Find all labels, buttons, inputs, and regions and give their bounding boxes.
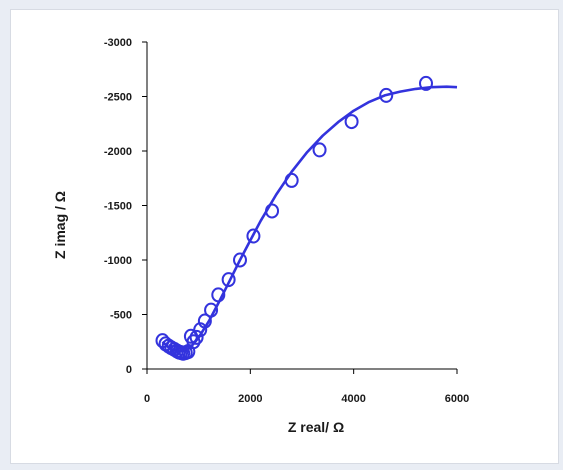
x-tick-label: 6000 [445,393,469,405]
y-tick-label: -3000 [104,37,132,49]
fit-curve [161,85,458,353]
data-point [246,228,261,244]
data-point [284,172,299,188]
x-tick-label: 0 [144,393,150,405]
y-tick-label: -500 [110,310,132,322]
y-tick-label: -2000 [104,146,132,158]
x-tick-label: 4000 [341,393,365,405]
data-point [204,302,219,318]
y-tick-label: -1500 [104,201,132,213]
data-point [221,272,236,288]
data-point [344,114,359,130]
y-axis-title: Z imag / Ω [52,191,68,259]
data-point [186,334,201,350]
data-point [419,75,433,91]
data-point [211,287,226,303]
data-point [379,87,394,103]
y-tick-label: -1000 [104,255,132,267]
x-axis-title: Z real/ Ω [288,419,344,435]
data-point [312,142,327,158]
y-tick-label: -2500 [104,92,132,104]
data-point [233,252,247,268]
y-tick-label: 0 [126,364,132,376]
chart-area [10,9,559,464]
data-point [189,329,204,345]
data-point [265,203,280,219]
data-point [197,313,212,329]
x-tick-label: 2000 [238,393,262,405]
